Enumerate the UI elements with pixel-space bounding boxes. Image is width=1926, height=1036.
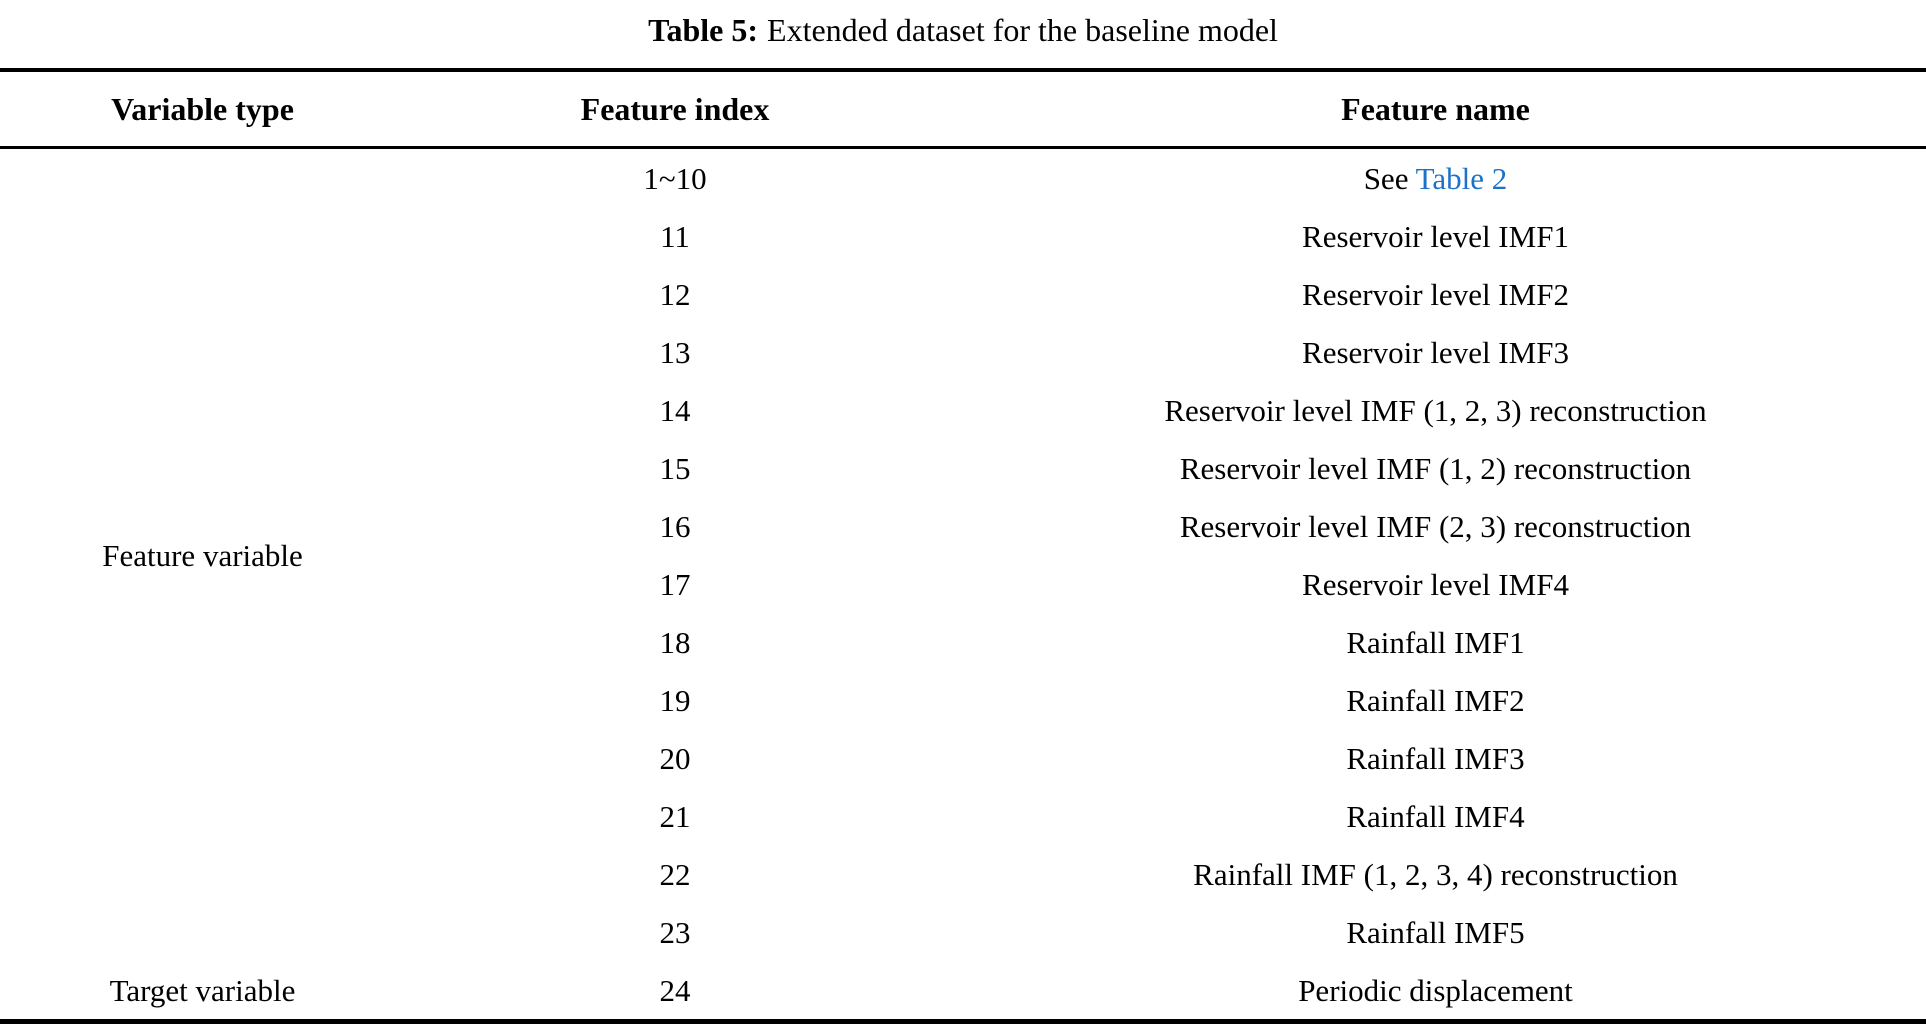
table-caption-label: Table 5: [648,12,759,48]
feature-name-cell: Reservoir level IMF2 [945,265,1926,323]
table-row: 17 Reservoir level IMF4 [0,555,1926,613]
feature-name-text: Periodic displacement [1298,972,1573,1008]
table-row: 12 Reservoir level IMF2 [0,265,1926,323]
feature-name-text: Reservoir level IMF4 [1302,566,1569,602]
feature-name-cell: Reservoir level IMF (1, 2, 3) reconstruc… [945,381,1926,439]
table-row: Feature variable 1~10 See Table 2 [0,148,1926,571]
feature-name-text: Reservoir level IMF (1, 2) reconstructio… [1179,450,1692,486]
feature-name-cell: Rainfall IMF (1, 2, 3, 4) reconstruction [945,845,1926,903]
feature-name-cell: Reservoir level IMF1 [945,207,1926,265]
table-row: 20 Rainfall IMF3 [0,729,1926,787]
variable-type-cell: Feature variable [102,537,303,573]
extended-dataset-table: Variable type Feature index Feature name… [0,68,1926,1024]
feature-index-cell: 11 [660,218,690,254]
header-variable-type: Variable type [0,70,405,149]
table-row: 22 Rainfall IMF (1, 2, 3, 4) reconstructi… [0,845,1926,903]
table-caption: Table 5: Extended dataset for the baselin… [0,0,1926,50]
table-row: 13 Reservoir level IMF3 [0,323,1926,381]
feature-name-text: Rainfall IMF2 [1346,682,1525,718]
feature-name-cell: Reservoir level IMF3 [945,323,1926,381]
table-row: 21 Rainfall IMF4 [0,787,1926,845]
feature-name-cell: Rainfall IMF4 [945,787,1926,845]
table-row: 16 Reservoir level IMF (2, 3) reconstruct… [0,497,1926,555]
header-feature-index: Feature index [405,70,945,149]
feature-name-text: Rainfall IMF1 [1346,624,1525,660]
feature-index-cell: 13 [659,334,691,370]
feature-name-cell: Rainfall IMF3 [945,729,1926,787]
table-row: 23 Rainfall IMF5 [0,903,1926,961]
feature-index-cell: 14 [659,392,691,428]
table-row: 15 Reservoir level IMF (1, 2) reconstruct… [0,439,1926,497]
feature-index-cell: 23 [659,914,691,950]
feature-name-cell: See Table 2 [945,148,1926,208]
feature-name-text: Reservoir level IMF3 [1302,334,1569,370]
feature-index-cell: 19 [659,682,691,718]
feature-index-cell: 17 [659,566,691,602]
table-row: 19 Rainfall IMF2 [0,671,1926,729]
feature-index-cell: 22 [659,856,691,892]
feature-name-text: Reservoir level IMF (2, 3) reconstructio… [1179,508,1692,544]
feature-name-text: Rainfall IMF3 [1346,740,1525,776]
table-header: Variable type Feature index Feature name [0,70,1926,149]
feature-name-text: Rainfall IMF5 [1346,914,1525,950]
feature-name-cell: Reservoir level IMF (2, 3) reconstructio… [945,497,1926,555]
table-row: 14 Reservoir level IMF (1, 2, 3) reconstr… [0,381,1926,439]
feature-index-cell: 1~10 [643,160,707,196]
feature-name-cell: Rainfall IMF5 [945,903,1926,961]
header-feature-name: Feature name [945,70,1926,149]
feature-name-cell: Rainfall IMF1 [945,613,1926,671]
feature-index-cell: 12 [659,276,691,312]
feature-name-text: Reservoir level IMF2 [1302,276,1569,312]
feature-name-text: Reservoir level IMF (1, 2, 3) reconstruc… [1164,392,1707,428]
feature-index-cell: 15 [659,450,691,486]
table-caption-text: Extended dataset for the baseline model [767,12,1278,48]
table-row: 11 Reservoir level IMF1 [0,207,1926,265]
table-row: Target variable 24 Periodic displacement [0,961,1926,1022]
feature-index-cell: 24 [659,972,691,1008]
feature-name-cell: Periodic displacement [945,961,1926,1022]
feature-name-cell: Rainfall IMF2 [945,671,1926,729]
feature-name-cell: Reservoir level IMF (1, 2) reconstructio… [945,439,1926,497]
feature-name-text: Reservoir level IMF1 [1302,218,1569,254]
table2-reference-link[interactable]: Table 2 [1415,160,1508,196]
variable-type-cell: Target variable [109,972,296,1008]
feature-name-text: Rainfall IMF (1, 2, 3, 4) reconstruction [1193,856,1678,892]
feature-index-cell: 16 [659,508,691,544]
header-row: Variable type Feature index Feature name [0,70,1926,149]
feature-index-cell: 18 [659,624,691,660]
feature-index-cell: 20 [659,740,691,776]
feature-name-cell: Reservoir level IMF4 [945,555,1926,613]
feature-name-text: Rainfall IMF4 [1346,798,1525,834]
feature-index-cell: 21 [659,798,691,834]
feature-name-text: See [1363,160,1416,196]
table-body: Feature variable 1~10 See Table 2 11 Reservo… [0,148,1926,1022]
table-row: 18 Rainfall IMF1 [0,613,1926,671]
